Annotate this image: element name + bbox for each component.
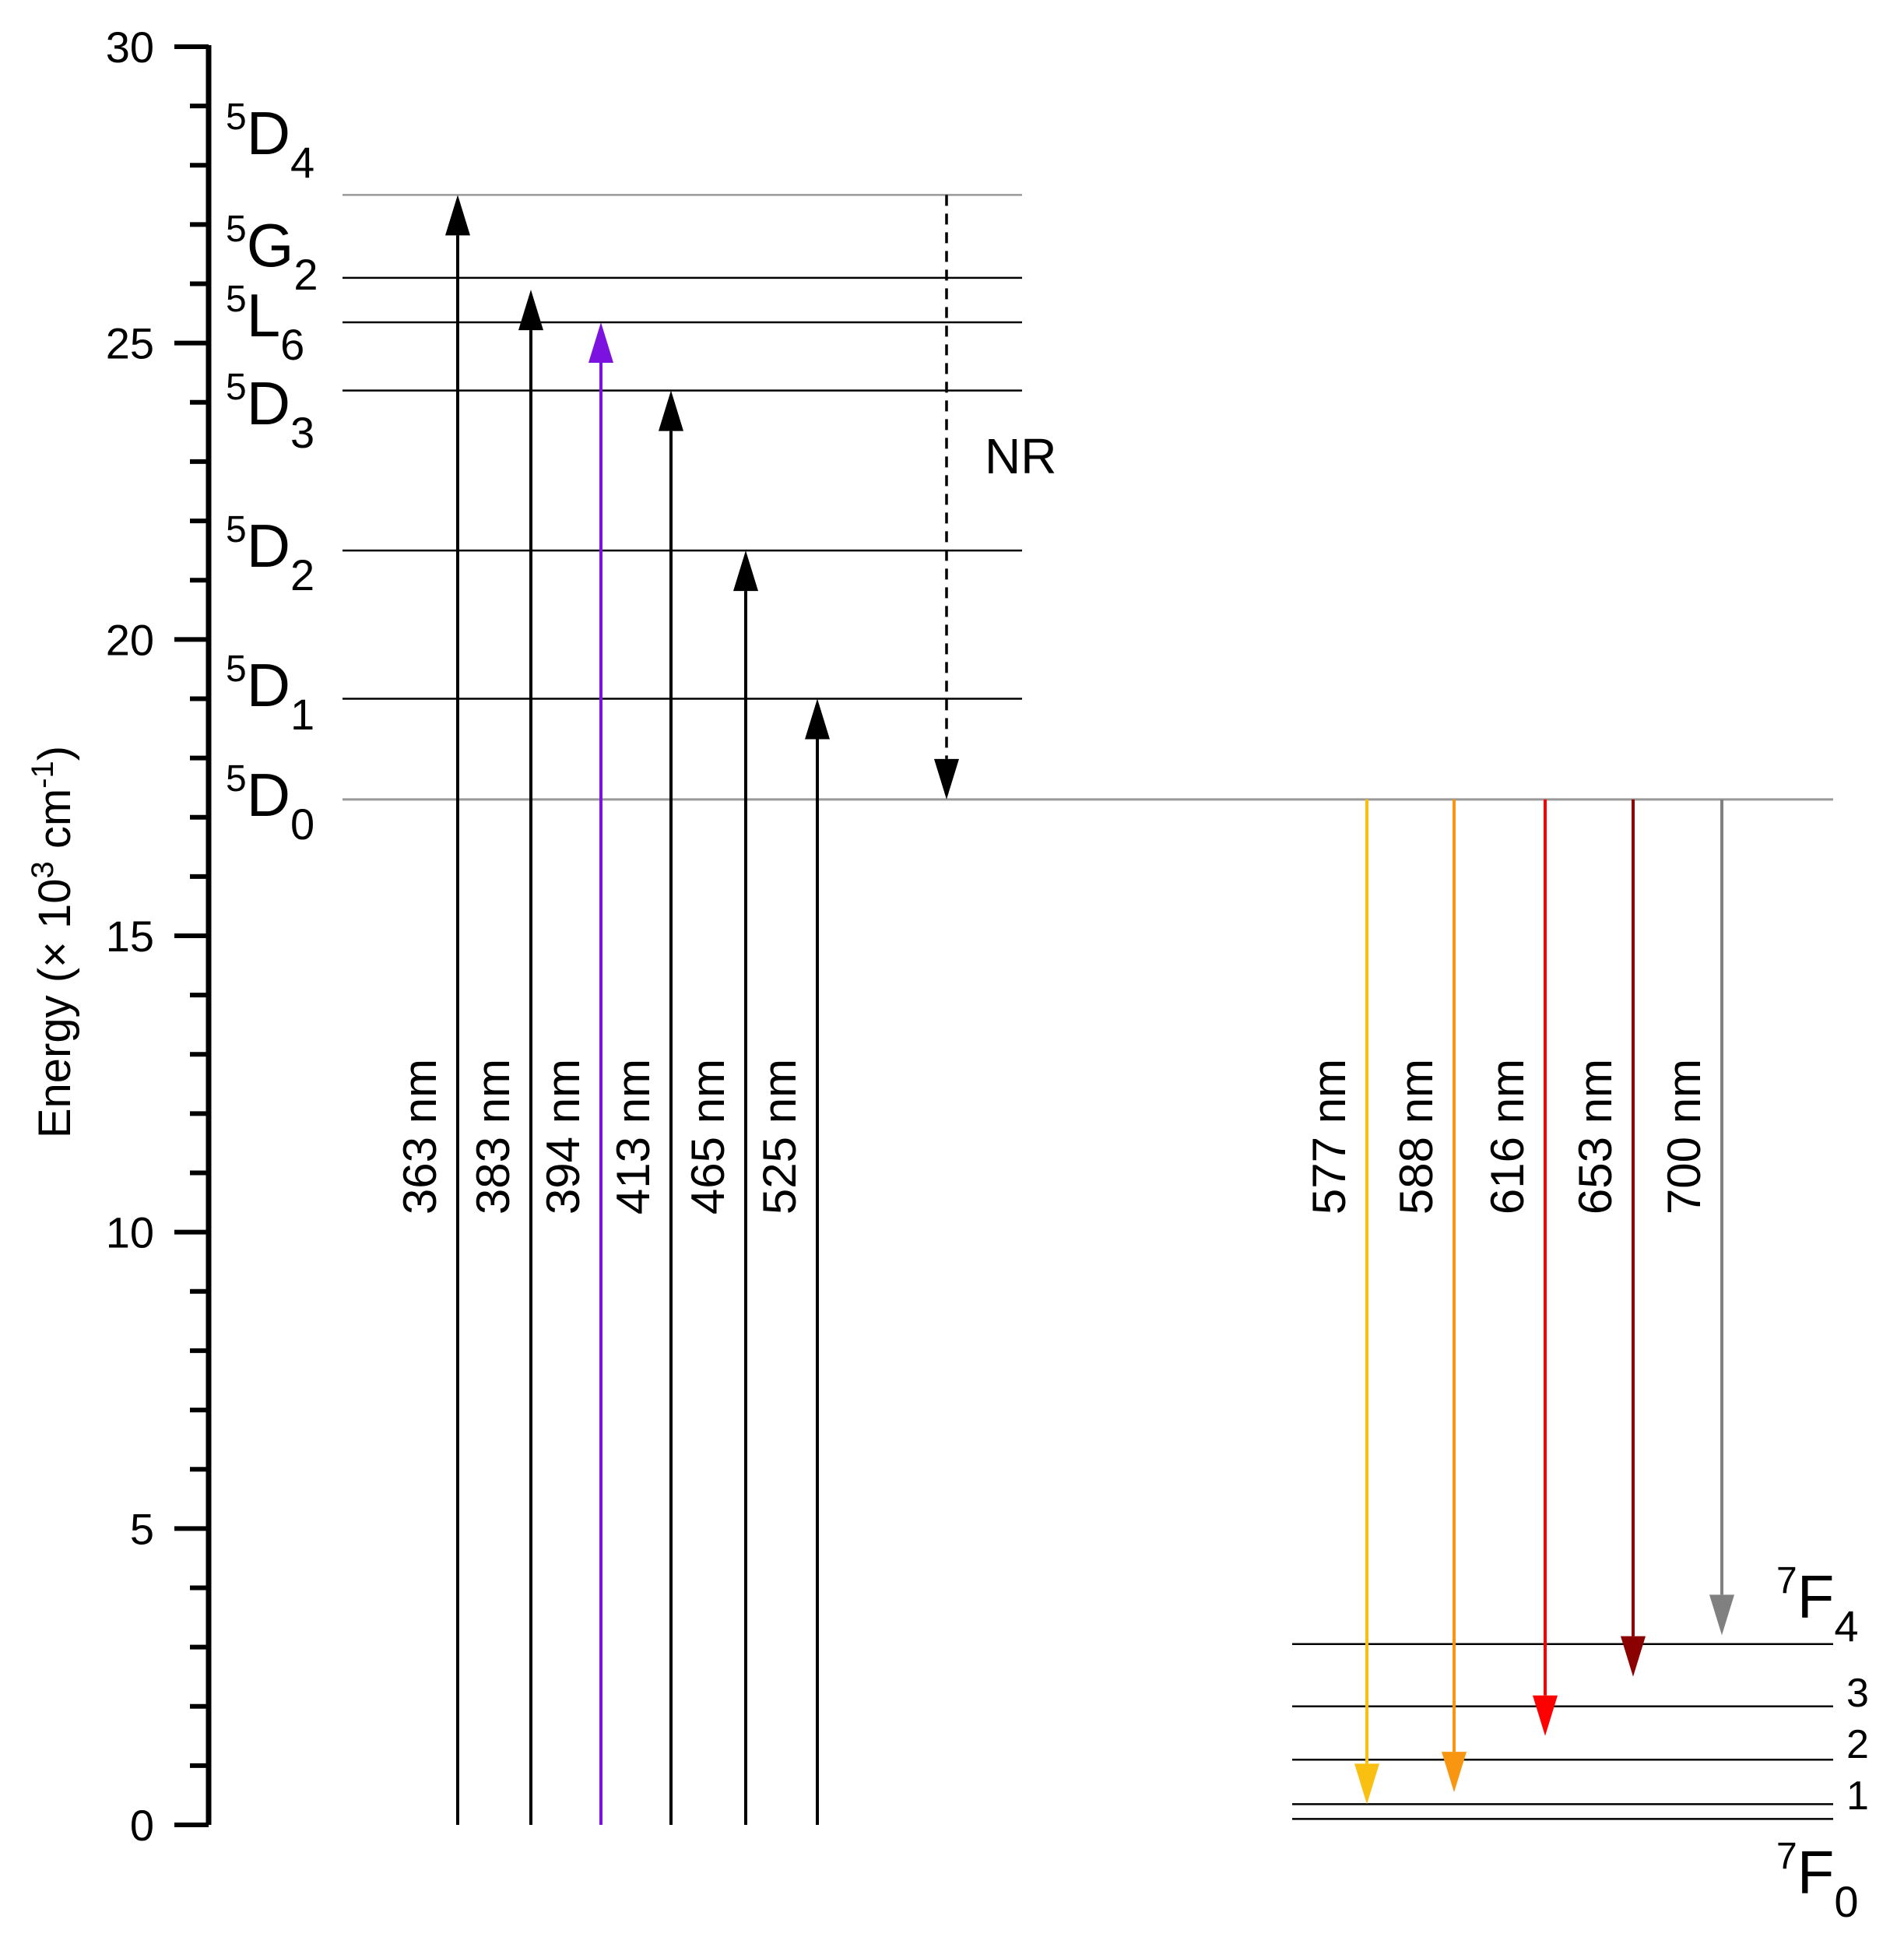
emission-wavelength-label: 700 nm (1658, 1059, 1710, 1215)
ground-term-top-label-sup: 7 (1776, 1560, 1797, 1601)
emission-arrow-head (1621, 1636, 1646, 1677)
y-tick-label: 10 (106, 1208, 154, 1257)
y-tick-label: 15 (106, 912, 154, 961)
y-axis-ticks: 0 5 10 15 20 25 30 (106, 23, 209, 1850)
y-tick-label: 0 (130, 1801, 154, 1850)
energy-levels (343, 194, 1833, 1820)
ground-sublevel-label: 1 (1846, 1773, 1869, 1819)
level-label-sup: 5 (226, 758, 247, 800)
level-label: 5D2 (226, 509, 314, 599)
ground-term-bottom-label: 7F0 (1776, 1836, 1859, 1926)
level-label-letter: D (247, 511, 290, 580)
level-label: 5D1 (226, 649, 314, 739)
level-label: 5L6 (226, 279, 304, 369)
level-label-sub: 1 (290, 690, 314, 739)
y-axis-title-mid: cm (30, 789, 80, 861)
ground-term-top-label: 7F4 (1776, 1560, 1859, 1650)
ground-sublevel-label: 3 (1846, 1671, 1869, 1716)
level-label-sup: 5 (226, 649, 247, 690)
ground-term-top-label-letter: F (1797, 1563, 1835, 1631)
excitation-wavelength-label: 465 nm (682, 1059, 734, 1215)
level-label-sup: 5 (226, 367, 247, 408)
transition-arrows: 363 nm 383 nm 394 nm 413 nm 465 nm 525 nm 577 … (394, 195, 1734, 1825)
nonradiative-arrow-head (934, 758, 959, 800)
excitation-wavelength-label: 383 nm (467, 1059, 519, 1215)
level-label-letter: D (247, 99, 290, 167)
nonradiative-label: NR (985, 428, 1056, 484)
emission-arrow-head (1442, 1752, 1467, 1793)
level-label-sub: 2 (293, 250, 318, 299)
emission-wavelength-label: 653 nm (1569, 1059, 1621, 1215)
y-tick-label: 5 (130, 1504, 154, 1553)
excitation-wavelength-label: 413 nm (607, 1059, 659, 1215)
level-label-sup: 5 (226, 209, 247, 250)
ground-sublevel-label: 2 (1846, 1722, 1869, 1767)
y-axis-title-sup1: 3 (26, 861, 60, 878)
excitation-wavelength-label: 363 nm (394, 1059, 446, 1215)
excitation-arrow-head (805, 698, 830, 740)
ground-term-bottom-label-letter: F (1797, 1838, 1835, 1907)
y-axis-title-prefix: Energy (× 10 (30, 878, 80, 1138)
y-tick-label: 20 (106, 615, 154, 664)
y-tick-label: 25 (106, 319, 154, 368)
emission-wavelength-label: 577 nm (1303, 1059, 1355, 1215)
level-label-sup: 5 (226, 279, 247, 320)
level-label: 5D4 (226, 97, 314, 187)
excitation-arrow-head (445, 195, 470, 236)
excitation-arrow-head (518, 290, 543, 331)
level-label: 5G2 (226, 209, 318, 299)
emission-wavelength-label: 588 nm (1390, 1059, 1442, 1215)
y-tick-label: 30 (106, 23, 154, 72)
level-label-letter: D (247, 369, 290, 438)
y-axis-title: Energy (× 103 cm-1) (26, 746, 80, 1138)
excitation-wavelength-label: 525 nm (754, 1059, 806, 1215)
level-label-letter: D (247, 651, 290, 719)
level-label-letter: L (247, 281, 280, 350)
level-label-sub: 4 (290, 138, 314, 187)
level-label: 5D3 (226, 367, 314, 457)
level-label-sub: 3 (290, 408, 314, 457)
emission-arrow-head (1354, 1763, 1379, 1805)
excitation-arrow-head (659, 390, 683, 431)
excitation-arrow-head (733, 550, 758, 592)
emission-arrow-head (1709, 1594, 1734, 1636)
level-label-letter: G (247, 211, 294, 279)
y-axis-title-suffix: ) (30, 746, 80, 761)
level-label-sup: 5 (226, 97, 247, 138)
level-label-sub: 6 (280, 320, 304, 369)
level-label-sub: 2 (290, 550, 314, 599)
level-label-letter: D (247, 761, 290, 829)
excitation-arrow-head (588, 322, 613, 364)
ground-term-bottom-label-sup: 7 (1776, 1836, 1797, 1877)
level-label-sub: 0 (290, 800, 314, 849)
ground-term-bottom-label-sub: 0 (1834, 1877, 1858, 1926)
excitation-wavelength-label: 394 nm (537, 1059, 589, 1215)
emission-wavelength-label: 616 nm (1481, 1059, 1533, 1215)
y-axis-title-sup2: -1 (26, 761, 60, 789)
emission-arrow-head (1533, 1695, 1558, 1736)
level-label: 5D0 (226, 758, 314, 849)
ground-term-top-label-sub: 4 (1834, 1601, 1858, 1650)
level-label-sup: 5 (226, 509, 247, 550)
